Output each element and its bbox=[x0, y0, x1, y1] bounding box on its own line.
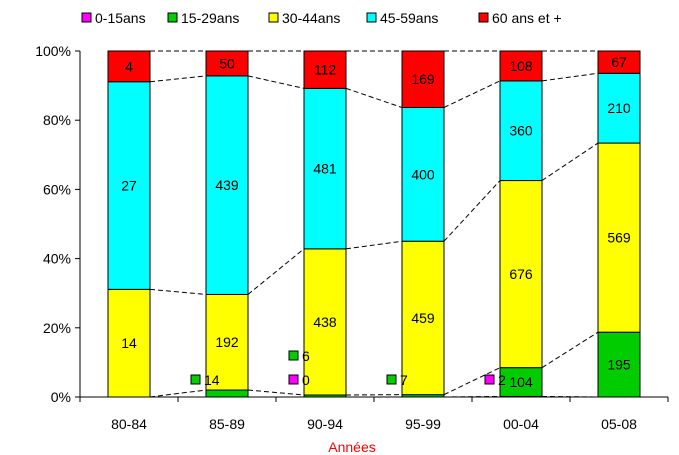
data-label: 104 bbox=[509, 374, 533, 390]
x-tick-label: 95-99 bbox=[405, 416, 441, 432]
bar-segment bbox=[205, 293, 249, 391]
x-tick-label: 00-04 bbox=[503, 416, 539, 432]
bar-segment bbox=[401, 106, 445, 242]
data-label: 2 bbox=[498, 372, 506, 388]
connector-line bbox=[149, 75, 207, 83]
legend-swatch bbox=[478, 12, 489, 23]
bar-segment bbox=[107, 50, 151, 83]
bar-segment bbox=[303, 87, 347, 250]
connector-line bbox=[247, 389, 305, 396]
y-tick-label: 40% bbox=[43, 251, 71, 267]
data-label: 67 bbox=[611, 54, 627, 70]
legend-swatch bbox=[268, 12, 279, 23]
connector-line bbox=[247, 248, 305, 295]
bar-segment bbox=[499, 50, 543, 82]
legend-swatch bbox=[167, 12, 178, 23]
data-label: 108 bbox=[509, 58, 533, 74]
y-tick-label: 80% bbox=[43, 112, 71, 128]
connector-line bbox=[541, 331, 599, 369]
bar-segment bbox=[597, 142, 641, 333]
data-label: 438 bbox=[313, 314, 337, 330]
bar-segment bbox=[205, 50, 249, 77]
legend-label: 60 ans et + bbox=[492, 10, 562, 26]
x-tick-label: 80-84 bbox=[111, 416, 147, 432]
x-axis-title: Années bbox=[328, 439, 375, 455]
data-label: 210 bbox=[607, 100, 631, 116]
bar-segment bbox=[499, 80, 543, 182]
legend-swatch bbox=[366, 12, 377, 23]
y-tick-label: 100% bbox=[35, 43, 71, 59]
data-label: 481 bbox=[313, 161, 337, 177]
data-label-key bbox=[288, 350, 299, 361]
bar-segment bbox=[597, 50, 641, 74]
data-label: 459 bbox=[411, 310, 435, 326]
bar-segment bbox=[401, 240, 445, 396]
legend-label: 30-44ans bbox=[282, 10, 340, 26]
data-label: 400 bbox=[411, 166, 435, 182]
connector-line bbox=[149, 288, 207, 295]
data-label: 195 bbox=[607, 357, 631, 373]
data-label-key bbox=[386, 374, 397, 385]
bar-segment bbox=[205, 389, 249, 398]
bar-segment bbox=[205, 75, 249, 295]
data-label: 14 bbox=[204, 372, 220, 388]
data-label: 192 bbox=[215, 334, 239, 350]
connector-line bbox=[345, 240, 403, 250]
legend-label: 45-59ans bbox=[380, 10, 438, 26]
legend-swatch bbox=[81, 12, 92, 23]
data-label: 14 bbox=[121, 335, 137, 351]
data-label: 7 bbox=[400, 372, 408, 388]
data-label-key bbox=[190, 374, 201, 385]
bar-segment bbox=[499, 180, 543, 369]
connector-line bbox=[247, 75, 305, 89]
x-tick-label: 90-94 bbox=[307, 416, 343, 432]
connector-line bbox=[541, 72, 599, 82]
data-label: 360 bbox=[509, 123, 533, 139]
bar-segment bbox=[303, 50, 347, 89]
connector-line bbox=[443, 80, 501, 108]
data-label: 0 bbox=[302, 372, 310, 388]
data-label: 169 bbox=[411, 71, 435, 87]
bar-segment bbox=[597, 72, 641, 144]
y-tick-label: 60% bbox=[43, 181, 71, 197]
data-label: 439 bbox=[215, 177, 239, 193]
connector-line bbox=[541, 142, 599, 181]
data-label: 27 bbox=[121, 178, 137, 194]
data-label: 6 bbox=[302, 348, 310, 364]
bar-segment bbox=[107, 81, 151, 290]
x-tick-label: 85-89 bbox=[209, 416, 245, 432]
data-label: 4 bbox=[125, 58, 133, 74]
bar-segment bbox=[499, 367, 543, 397]
connector-line bbox=[443, 367, 501, 396]
legend-label: 15-29ans bbox=[181, 10, 239, 26]
data-label: 50 bbox=[219, 55, 235, 71]
data-label: 676 bbox=[509, 266, 533, 282]
data-label-key bbox=[484, 374, 495, 385]
y-tick-label: 0% bbox=[51, 389, 71, 405]
connector-line bbox=[443, 180, 501, 242]
connector-line bbox=[345, 87, 403, 108]
connector-line bbox=[149, 389, 207, 398]
data-label: 569 bbox=[607, 230, 631, 246]
data-label: 112 bbox=[314, 62, 337, 78]
legend-label: 0-15ans bbox=[95, 10, 146, 26]
y-tick-label: 20% bbox=[43, 320, 71, 336]
data-label-key bbox=[288, 374, 299, 385]
x-tick-label: 05-08 bbox=[601, 416, 637, 432]
bar-segment bbox=[401, 50, 445, 108]
